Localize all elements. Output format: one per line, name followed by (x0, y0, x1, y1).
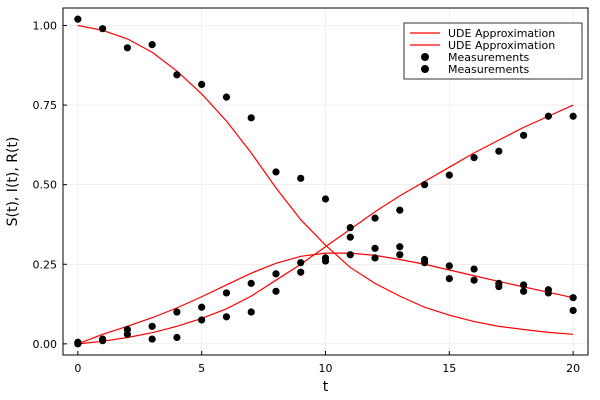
data-point (371, 214, 379, 222)
y-axis-label: S(t), I(t), R(t) (5, 137, 21, 227)
data-point (520, 281, 528, 289)
data-point (148, 41, 156, 49)
data-point (520, 287, 528, 295)
data-point (99, 337, 107, 345)
data-point (470, 276, 478, 284)
data-point (420, 181, 429, 189)
data-point (569, 112, 577, 120)
data-point (173, 308, 181, 316)
data-point (148, 322, 156, 330)
data-point (173, 71, 181, 79)
data-point (222, 289, 231, 297)
data-point (544, 112, 552, 120)
data-point (222, 313, 231, 321)
data-point (321, 257, 330, 265)
data-point (346, 224, 354, 232)
x-axis-label: t (323, 379, 329, 395)
data-point (321, 195, 330, 203)
series-line-2 (77, 104, 574, 345)
data-point (495, 282, 503, 291)
legend-label: Measurements (448, 51, 530, 64)
data-point (198, 80, 206, 89)
legend-label: UDE Approximation (448, 27, 555, 40)
legend-box (403, 22, 583, 80)
data-point (297, 259, 305, 267)
data-point (272, 270, 280, 278)
series-layer (74, 15, 577, 348)
data-point (569, 294, 577, 302)
y-tick-label: 0.00 (33, 338, 58, 351)
data-point (99, 25, 107, 33)
data-point (272, 287, 280, 295)
data-point (569, 306, 577, 315)
legend-marker-swatch (421, 53, 429, 61)
tick-layer: 0 5 10 15 20 0.00 0.25 0.50 0.75 1.00 (33, 20, 581, 375)
x-tick-label: 5 (198, 362, 205, 375)
data-point (123, 44, 131, 52)
legend-label: UDE Approximation (448, 39, 555, 52)
data-point (396, 243, 404, 251)
series-line-1 (77, 252, 574, 345)
y-tick-label: 0.50 (33, 179, 58, 192)
data-point (371, 254, 379, 262)
data-point (247, 114, 255, 122)
data-point (371, 244, 379, 252)
data-point (297, 174, 305, 182)
data-point (396, 206, 404, 214)
data-point (445, 262, 453, 270)
data-point (495, 147, 503, 155)
y-tick-label: 0.25 (33, 258, 58, 271)
data-point (470, 265, 478, 273)
data-point (272, 168, 280, 176)
data-point (297, 268, 305, 276)
data-point (222, 93, 231, 101)
x-tick-label: 0 (74, 362, 81, 375)
data-point (74, 15, 82, 23)
y-tick-label: 0.75 (33, 99, 58, 112)
legend-marker-swatch (421, 65, 429, 73)
series-line-0 (77, 24, 574, 335)
data-point (470, 154, 478, 162)
data-point (445, 171, 453, 179)
data-point (420, 259, 429, 267)
data-point (445, 274, 453, 283)
data-point (520, 131, 528, 139)
data-point (198, 303, 206, 311)
legend-label: Measurements (448, 63, 530, 76)
data-point (544, 289, 552, 297)
data-point (396, 251, 404, 259)
data-point (198, 316, 206, 324)
data-point (74, 340, 82, 348)
data-point (247, 279, 255, 287)
x-tick-label: 15 (442, 362, 456, 375)
data-point (123, 330, 131, 338)
x-tick-label: 10 (319, 362, 333, 375)
x-tick-label: 20 (566, 362, 580, 375)
data-point (346, 233, 354, 241)
y-tick-label: 1.00 (33, 20, 58, 33)
data-point (346, 251, 354, 259)
data-point (148, 335, 156, 343)
data-point (173, 333, 181, 342)
data-point (247, 308, 255, 316)
